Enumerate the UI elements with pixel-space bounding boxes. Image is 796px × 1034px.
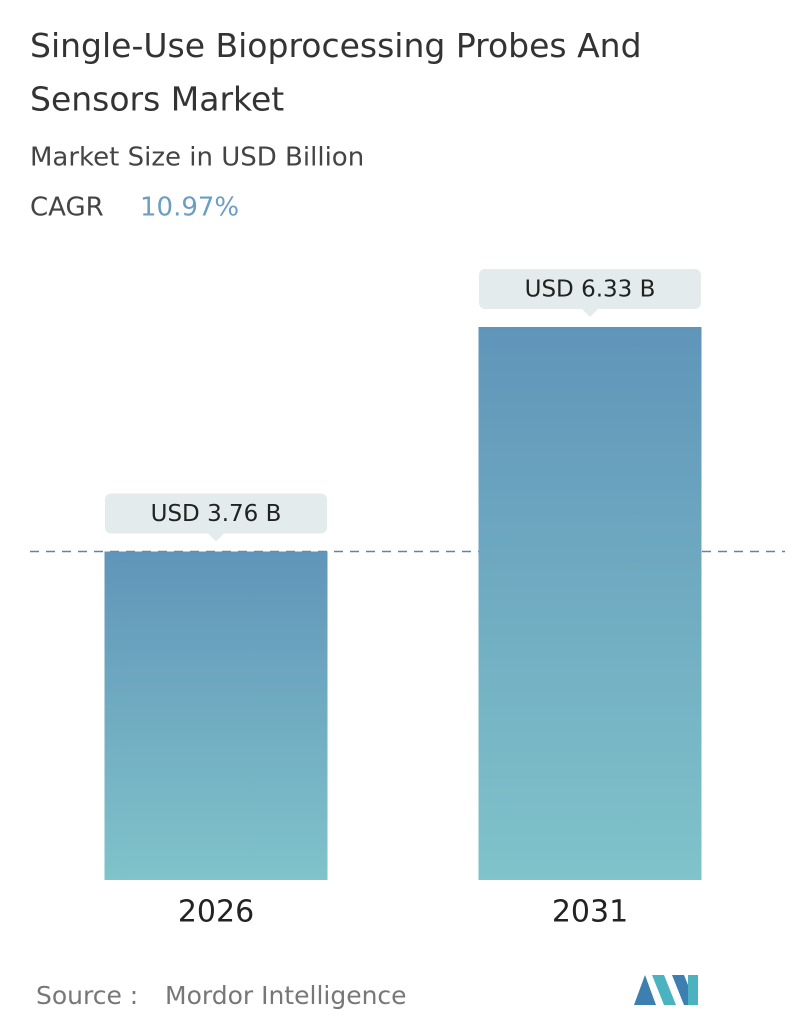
x-tick-label: 2026 bbox=[178, 895, 254, 930]
source-label: Source : bbox=[36, 981, 138, 1010]
logo bbox=[634, 975, 698, 1005]
cagr-label: CAGR bbox=[30, 193, 104, 223]
value-label: USD 3.76 B bbox=[151, 501, 282, 527]
subtitle: Market Size in USD Billion bbox=[30, 143, 364, 173]
x-tick-label: 2031 bbox=[552, 895, 628, 930]
logo-shape bbox=[688, 975, 698, 1005]
title-text: Single-Use Bioprocessing Probes And bbox=[30, 26, 642, 65]
bar bbox=[104, 551, 328, 880]
logo-shape bbox=[652, 975, 676, 1005]
source: Mordor Intelligence bbox=[165, 981, 407, 1010]
value-label-box bbox=[479, 269, 701, 309]
value-label-pointer bbox=[582, 309, 598, 317]
value-label-box bbox=[105, 493, 327, 534]
value-label: USD 6.33 B bbox=[525, 277, 656, 303]
chart-title-line2: Sensors Market bbox=[30, 80, 284, 119]
bar bbox=[478, 327, 702, 880]
logo-shape bbox=[634, 975, 656, 1005]
chart-title: Single-Use Bioprocessing Probes And bbox=[30, 26, 642, 65]
cagr-value: 10.97% bbox=[140, 193, 239, 223]
value-label-pointer bbox=[208, 533, 224, 542]
